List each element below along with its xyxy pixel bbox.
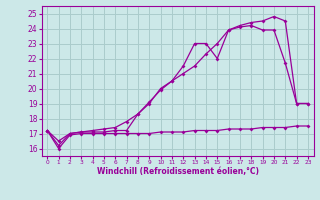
X-axis label: Windchill (Refroidissement éolien,°C): Windchill (Refroidissement éolien,°C): [97, 167, 259, 176]
